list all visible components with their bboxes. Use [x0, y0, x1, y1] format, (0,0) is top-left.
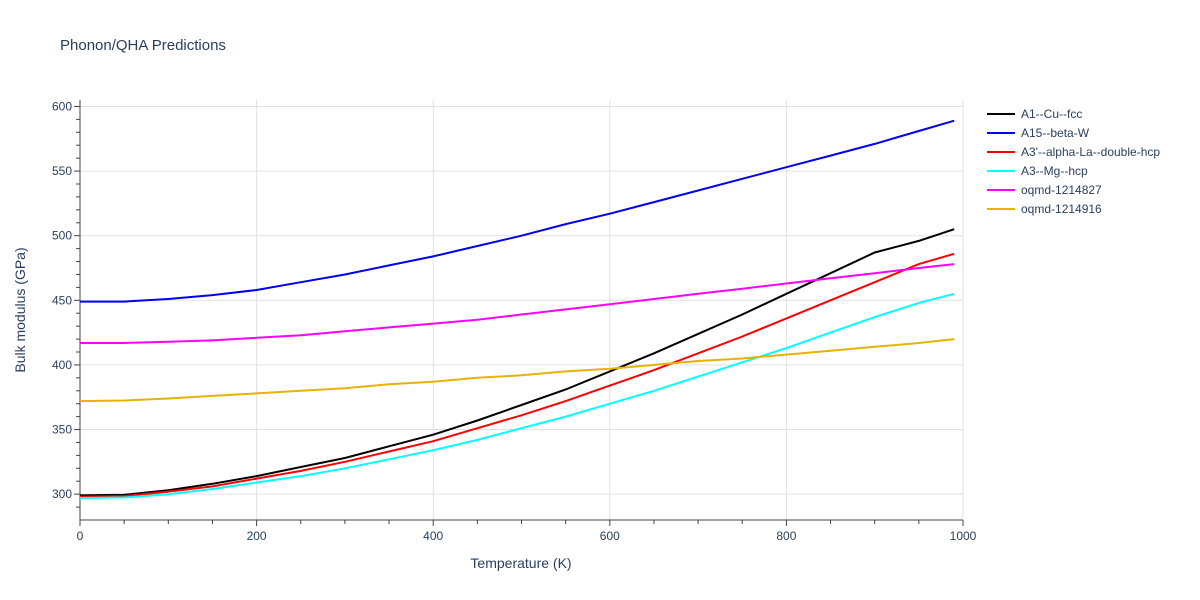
y-tick-label-2: 400 [52, 358, 72, 372]
series-line-5[interactable] [79, 338, 955, 403]
y-axis-title: Bulk modulus (GPa) [12, 247, 28, 372]
legend-label-1: A15--beta-W [1021, 126, 1090, 140]
y-tick-label-0: 300 [52, 487, 72, 501]
series-line-2[interactable] [79, 252, 955, 498]
legend-item-5[interactable]: oqmd-1214916 [987, 202, 1102, 216]
legend[interactable]: A1--Cu--fcc A15--beta-W A3'--alpha-La--dou… [987, 107, 1160, 216]
y-tick-label-1: 350 [52, 423, 72, 437]
x-tick-label-0: 0 [77, 529, 84, 543]
legend-item-3[interactable]: A3--Mg--hcp [987, 164, 1088, 178]
series-line-1[interactable] [80, 119, 955, 303]
y-tick-label-4: 500 [52, 229, 72, 243]
x-tick-label-2: 400 [423, 529, 443, 543]
x-axis-title: Temperature (K) [470, 555, 571, 571]
axes: 0 200 400 600 800 1000 300 350 400 450 500 550 600 [52, 99, 977, 543]
legend-item-2[interactable]: A3'--alpha-La--double-hcp [987, 145, 1160, 159]
chart-title: Phonon/QHA Predictions [60, 37, 226, 54]
grid [79, 100, 964, 520]
x-tick-label-4: 800 [776, 529, 796, 543]
series-line-0[interactable] [79, 228, 955, 497]
legend-label-3: A3--Mg--hcp [1021, 164, 1088, 178]
legend-label-2: A3'--alpha-La--double-hcp [1021, 145, 1160, 159]
legend-label-5: oqmd-1214916 [1021, 202, 1102, 216]
series-line-4[interactable] [80, 263, 955, 344]
y-tick-label-5: 550 [52, 164, 72, 178]
y-tick-label-6: 600 [52, 99, 72, 113]
x-tick-label-1: 200 [247, 529, 267, 543]
legend-item-4[interactable]: oqmd-1214827 [987, 183, 1102, 197]
legend-item-1[interactable]: A15--beta-W [987, 126, 1090, 140]
y-tick-label-3: 450 [52, 293, 72, 307]
legend-label-4: oqmd-1214827 [1021, 183, 1102, 197]
legend-label-0: A1--Cu--fcc [1021, 107, 1082, 121]
x-tick-label-3: 600 [600, 529, 620, 543]
x-tick-label-5: 1000 [950, 529, 977, 543]
legend-item-0[interactable]: A1--Cu--fcc [987, 107, 1082, 121]
series-layer [79, 119, 955, 499]
series-line-3[interactable] [79, 292, 955, 499]
